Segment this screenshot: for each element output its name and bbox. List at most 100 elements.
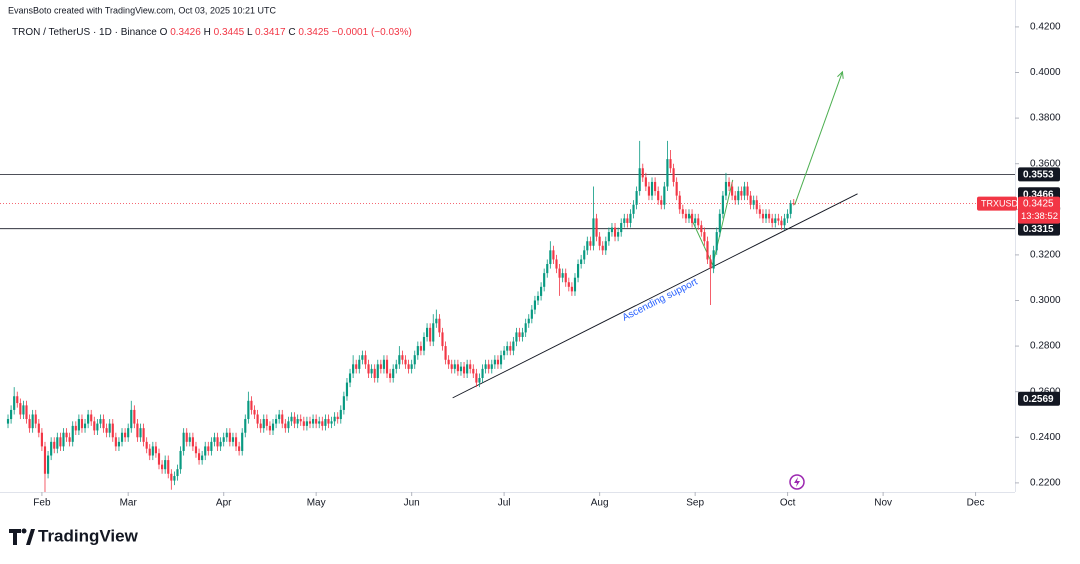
- x-tick-label: Aug: [591, 498, 609, 509]
- candle-body: [342, 396, 345, 410]
- y-tick-label: 0.2400: [1030, 432, 1061, 443]
- x-tick-label: May: [307, 498, 326, 509]
- candle-body: [444, 346, 447, 360]
- candle-body: [629, 213, 632, 223]
- candle-body: [567, 282, 570, 287]
- candle-body: [755, 200, 758, 210]
- candle-body: [136, 423, 139, 438]
- candle-body: [296, 419, 299, 424]
- candle-body: [173, 476, 176, 481]
- candle-body: [339, 409, 342, 420]
- candle-body: [617, 232, 620, 237]
- candle-body: [450, 364, 453, 369]
- candle-body: [228, 432, 231, 442]
- legend-value: 0.3426: [170, 27, 201, 38]
- candle-body: [564, 273, 567, 283]
- candle-body: [654, 181, 657, 192]
- candle-body: [592, 218, 595, 246]
- x-tick-label: Oct: [780, 498, 796, 509]
- candle-body: [96, 423, 99, 431]
- candle-body: [201, 455, 204, 461]
- y-tick-label: 0.4000: [1030, 67, 1061, 78]
- candle-body: [521, 332, 524, 337]
- candle-body: [130, 409, 133, 429]
- x-tick-label: Mar: [120, 498, 138, 509]
- candle-body: [13, 396, 16, 410]
- candle-body: [124, 432, 127, 438]
- candle-body: [53, 441, 56, 449]
- candle-body: [774, 218, 777, 223]
- candle-body: [191, 437, 194, 447]
- candle-body: [284, 423, 287, 429]
- candle-body: [68, 437, 71, 442]
- candle-body: [105, 428, 108, 433]
- candle-body: [475, 373, 478, 383]
- price-badge: [1018, 167, 1060, 182]
- candle-body: [213, 437, 216, 442]
- candle-body: [506, 346, 509, 351]
- candle-body: [308, 421, 312, 424]
- candle-body: [19, 403, 22, 415]
- candle-body: [573, 277, 577, 292]
- x-tick-label: Dec: [967, 498, 985, 509]
- candle-body: [50, 441, 53, 456]
- candle-body: [367, 364, 370, 374]
- candle-body: [462, 366, 466, 374]
- candle-body: [786, 213, 789, 219]
- candle-body: [515, 332, 518, 342]
- y-tick-label: 0.2200: [1030, 478, 1061, 489]
- candle-body: [46, 455, 50, 474]
- candle-body: [441, 332, 444, 347]
- candle-body: [275, 419, 278, 424]
- candle-body: [709, 259, 712, 269]
- candle-body: [305, 421, 308, 426]
- candle-body: [120, 432, 124, 442]
- candle-body: [469, 364, 472, 369]
- candle-body: [90, 414, 93, 422]
- candle-body: [170, 473, 173, 481]
- candle-body: [761, 213, 765, 219]
- candle-body: [318, 421, 321, 424]
- candle-body: [601, 245, 604, 251]
- candle-body: [789, 203, 792, 214]
- candle-body: [373, 368, 376, 379]
- candle-body: [416, 346, 419, 356]
- candle-body: [25, 405, 28, 420]
- candle-body: [540, 286, 543, 296]
- candle-body: [700, 225, 703, 233]
- candle-body: [34, 414, 37, 424]
- candle-body: [623, 218, 626, 223]
- candle-body: [638, 168, 641, 192]
- candle-body: [222, 437, 225, 442]
- y-tick-label: 0.2800: [1030, 341, 1061, 352]
- candle-body: [154, 446, 157, 454]
- candle-body: [552, 250, 555, 260]
- candle-body: [777, 218, 780, 221]
- legend-value: 0.3445: [214, 27, 245, 38]
- candle-body: [620, 222, 623, 233]
- candle-body: [432, 323, 435, 342]
- candle-body: [148, 448, 151, 456]
- y-tick-label: 0.3600: [1030, 158, 1061, 169]
- candle-body: [139, 428, 142, 438]
- candle-body: [453, 364, 456, 369]
- candle-body: [644, 177, 647, 187]
- candle-body: [114, 437, 117, 447]
- x-tick-label: Feb: [33, 498, 51, 509]
- candle-body: [358, 359, 361, 369]
- candle-body: [678, 195, 681, 210]
- candle-body: [493, 359, 496, 365]
- candle-body: [194, 446, 198, 454]
- candle-body: [530, 309, 533, 319]
- candle-body: [299, 419, 302, 422]
- candle-body: [607, 232, 610, 242]
- candle-body: [256, 414, 259, 424]
- candle-body: [161, 464, 164, 470]
- candle-body: [663, 186, 666, 205]
- price-badge-label: 0.3315: [1023, 224, 1054, 235]
- candle-body: [536, 295, 540, 301]
- price-badge: [1018, 391, 1060, 406]
- candle-body: [268, 425, 272, 431]
- candle-body: [650, 181, 654, 196]
